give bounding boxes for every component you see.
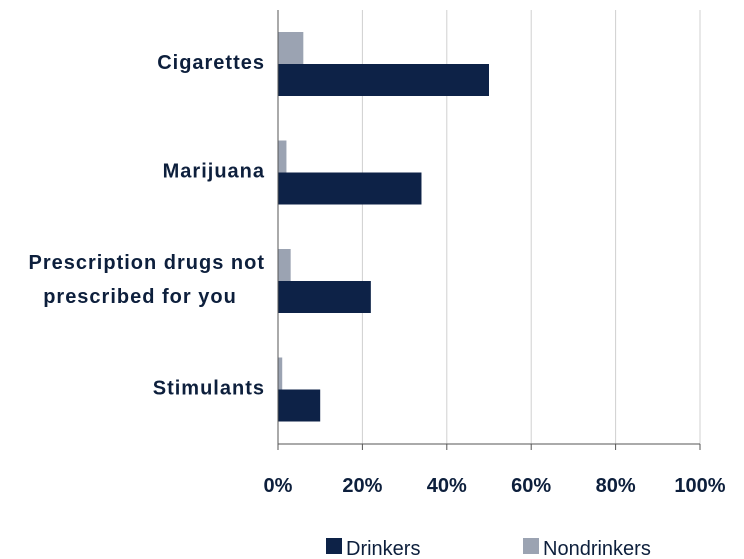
category-label: Prescription drugs not <box>29 252 265 274</box>
bar-drinkers <box>278 281 371 313</box>
x-tick-label: 20% <box>342 475 382 497</box>
x-tick-label: 0% <box>264 475 293 497</box>
x-tick-label: 40% <box>427 475 467 497</box>
bar-drinkers <box>278 172 422 205</box>
bar-nondrinkers <box>278 140 287 173</box>
bar-drinkers <box>278 64 489 96</box>
x-tick-label: 100% <box>674 475 725 497</box>
bar-drinkers <box>278 389 321 422</box>
bar-nondrinkers <box>278 357 283 390</box>
x-tick-label: 60% <box>511 475 551 497</box>
bar-nondrinkers <box>278 32 304 64</box>
x-tick-label: 80% <box>596 475 636 497</box>
category-label: Cigarettes <box>157 52 265 74</box>
legend-label-drinkers: Drinkers <box>346 538 420 559</box>
category-labels: Cigarettes Marijuana Prescription drugs no… <box>29 52 265 400</box>
category-label: Stimulants <box>153 378 265 400</box>
category-label: Marijuana <box>163 161 265 183</box>
legend: Drinkers Nondrinkers <box>326 538 651 559</box>
tick-labels: 0% 20% 40% 60% 80% 100% <box>264 475 726 497</box>
legend-label-nondrinkers: Nondrinkers <box>543 538 651 559</box>
bar-nondrinkers <box>278 249 291 281</box>
legend-swatch-drinkers <box>326 538 342 554</box>
legend-swatch-nondrinkers <box>523 538 539 554</box>
bars <box>278 32 489 422</box>
category-label: prescribed for you <box>43 286 237 308</box>
axes <box>277 10 701 450</box>
